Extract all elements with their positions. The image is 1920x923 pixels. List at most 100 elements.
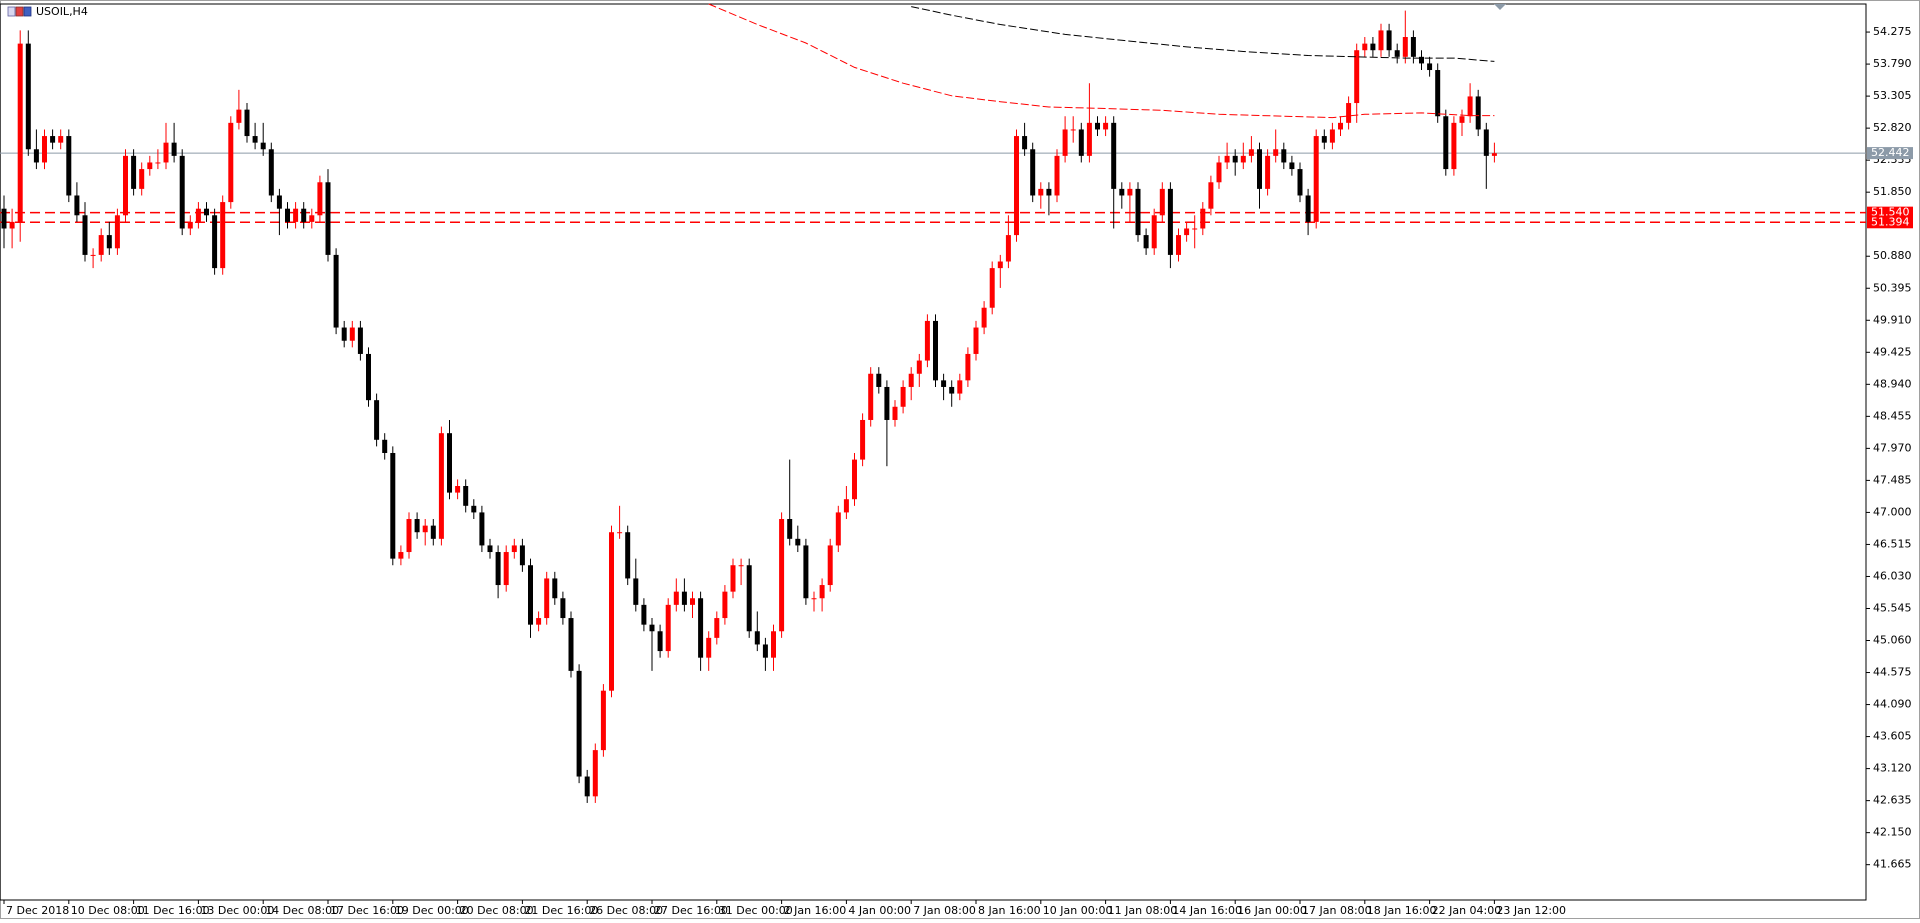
candle-body <box>430 525 436 539</box>
candle-body <box>625 532 631 579</box>
chart-title: USOIL,H4 <box>36 5 88 18</box>
candle-body <box>916 360 922 374</box>
candle-body <box>1192 228 1198 230</box>
x-tick-label: 19 Dec 00:00 <box>395 904 469 917</box>
candle-body <box>876 373 882 387</box>
candle-body <box>106 235 112 249</box>
candle-body <box>1070 129 1076 131</box>
y-tick-label: 43.605 <box>1873 730 1912 743</box>
candle-body <box>9 221 15 229</box>
candle-body <box>455 486 461 493</box>
candle-body <box>941 380 947 387</box>
candle-body <box>843 499 849 513</box>
candle-body <box>1200 208 1206 229</box>
candle-body <box>1095 122 1100 130</box>
candle-body <box>1078 129 1084 156</box>
candle-body <box>187 221 193 229</box>
chart-shift-marker <box>1494 4 1506 10</box>
candle-body <box>195 208 201 222</box>
candle-body <box>779 519 785 632</box>
candle-body <box>714 618 720 638</box>
candle-body <box>633 578 639 605</box>
candle-body <box>349 327 355 341</box>
x-tick-label: 7 Dec 2018 <box>6 904 69 917</box>
candle-body <box>1459 116 1465 123</box>
candle-body <box>609 532 614 691</box>
candle-body <box>762 644 768 658</box>
candle-body <box>479 512 485 546</box>
candle-body <box>447 433 452 493</box>
candle-body <box>568 618 574 671</box>
candle-body <box>949 386 955 394</box>
y-tick-label: 53.790 <box>1873 57 1912 70</box>
x-tick-label: 18 Jan 16:00 <box>1367 904 1437 917</box>
candle-body <box>1483 129 1489 156</box>
candle-body <box>252 136 258 143</box>
candle-body <box>560 598 566 619</box>
candle-body <box>1297 169 1303 196</box>
level-label-box <box>1867 206 1913 219</box>
candle-body <box>641 604 647 625</box>
x-tick-label: 10 Dec 08:00 <box>71 904 145 917</box>
candle-body <box>795 538 801 546</box>
candle-body <box>1062 129 1068 156</box>
candle-body <box>1378 30 1384 51</box>
candle-body <box>317 182 323 216</box>
x-tick-label: 17 Jan 08:00 <box>1302 904 1372 917</box>
candle-body <box>835 512 841 546</box>
candle-body <box>406 519 412 553</box>
candle-body <box>681 591 687 605</box>
candle-body <box>471 505 477 513</box>
candle-body <box>276 195 282 209</box>
candle-body <box>738 565 744 567</box>
candle-body <box>58 136 64 143</box>
candle-body <box>220 202 226 269</box>
candle-body <box>544 578 550 619</box>
candle-body <box>819 585 825 599</box>
candle-body <box>1402 37 1408 57</box>
candle-body <box>1435 70 1441 117</box>
candle-body <box>811 598 817 600</box>
candle-body <box>1248 149 1254 156</box>
x-tick-label: 26 Dec 08:00 <box>589 904 663 917</box>
icon-part <box>15 6 24 17</box>
y-tick-label: 51.850 <box>1873 185 1912 198</box>
candle-body <box>1135 188 1141 236</box>
candle-body <box>706 637 712 658</box>
level-label: 51.394 <box>1871 215 1910 228</box>
candle-body <box>179 155 185 229</box>
candle-body <box>228 122 234 203</box>
candle-body <box>1305 195 1311 222</box>
candle-body <box>1386 30 1392 51</box>
candle-body <box>900 386 906 407</box>
candle-body <box>771 631 776 658</box>
candle-body <box>933 320 938 381</box>
candle-body <box>746 565 752 632</box>
x-tick-label: 14 Jan 16:00 <box>1172 904 1242 917</box>
candle-body <box>981 307 987 328</box>
x-tick-label: 10 Jan 00:00 <box>1043 904 1113 917</box>
candle-body <box>665 604 671 652</box>
candle-body <box>1176 235 1181 255</box>
candle-body <box>50 136 56 143</box>
y-tick-label: 46.030 <box>1873 569 1912 582</box>
x-tick-label: 17 Dec 16:00 <box>330 904 404 917</box>
candle-body <box>957 380 963 394</box>
candle-body <box>1313 136 1319 222</box>
candle-body <box>357 327 363 354</box>
candle-body <box>552 578 558 599</box>
candle-body <box>1119 188 1125 196</box>
candle-body <box>1419 56 1424 64</box>
candle-body <box>131 155 137 189</box>
y-tick-label: 42.150 <box>1873 826 1912 839</box>
y-tick-label: 48.940 <box>1873 377 1912 390</box>
candle-body <box>576 670 582 777</box>
candle-body <box>114 215 120 249</box>
candle-body <box>1410 37 1416 57</box>
candle-body <box>973 327 979 354</box>
candle-body <box>1362 43 1368 51</box>
candle-body <box>884 386 890 420</box>
x-tick-label: 31 Dec 00:00 <box>719 904 793 917</box>
candle-body <box>924 320 930 361</box>
